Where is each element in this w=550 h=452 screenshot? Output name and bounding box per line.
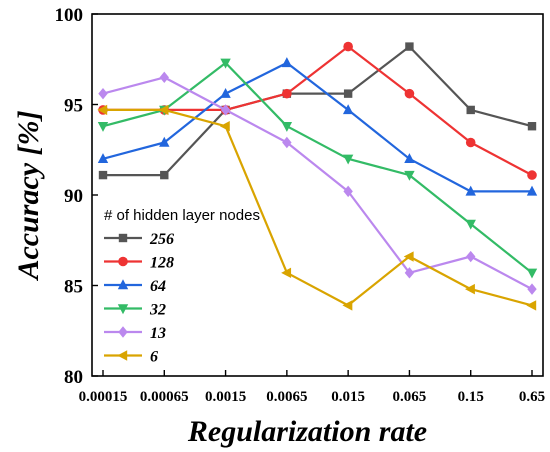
legend-label: 13	[150, 325, 166, 342]
series-line	[102, 61, 533, 274]
data-point	[466, 250, 476, 263]
data-point	[404, 267, 415, 279]
data-point	[465, 137, 476, 148]
legend-swatch-marker	[117, 304, 129, 315]
x-tick-label: 0.0065	[266, 389, 307, 405]
legend-title: # of hidden layer nodes	[104, 207, 260, 224]
series-6	[97, 104, 537, 311]
legend-swatch-marker	[118, 256, 128, 267]
data-point	[343, 41, 353, 52]
data-point	[159, 136, 170, 147]
data-point	[526, 300, 537, 311]
data-point	[466, 105, 475, 115]
data-point	[342, 154, 354, 165]
series-line	[102, 76, 533, 291]
data-point	[220, 58, 231, 69]
legend-label: 64	[150, 278, 166, 295]
y-tick-label: 100	[55, 5, 84, 26]
x-tick-label: 0.065	[393, 389, 427, 405]
data-point	[404, 88, 415, 99]
legend-item-128: 128	[104, 255, 174, 272]
data-point	[282, 88, 292, 99]
data-point	[282, 136, 292, 149]
data-point	[342, 104, 354, 115]
data-point	[342, 300, 353, 311]
series-line	[103, 45, 533, 177]
legend-swatch-marker	[117, 350, 128, 361]
y-tick-label: 90	[64, 186, 83, 207]
data-point	[97, 122, 109, 132]
data-point	[465, 283, 475, 295]
data-point	[404, 153, 415, 163]
legend: # of hidden layer nodes 256 128 64 32 13 6	[104, 207, 260, 366]
legend-label: 6	[150, 349, 158, 366]
legend-item-256: 256	[104, 231, 174, 248]
y-tick-label: 80	[64, 367, 83, 388]
series-layer	[97, 41, 538, 311]
x-axis-title: Regularization rate	[187, 415, 427, 448]
x-tick-label: 0.00065	[140, 389, 189, 405]
data-point	[220, 87, 231, 98]
data-point	[403, 251, 414, 262]
data-point	[526, 268, 538, 279]
data-point	[404, 170, 415, 181]
data-point	[465, 185, 476, 196]
data-point	[526, 185, 538, 196]
series-line	[102, 61, 532, 193]
data-point	[281, 267, 292, 279]
legend-swatch-marker	[117, 279, 129, 290]
x-tick-label: 0.65	[519, 389, 545, 405]
legend-swatch-marker	[118, 233, 128, 243]
legend-label: 32	[149, 302, 166, 319]
data-point	[527, 122, 537, 131]
series-32	[97, 58, 538, 279]
data-point	[220, 104, 231, 116]
x-tick-label: 0.15	[458, 389, 484, 405]
legend-swatch-marker	[118, 326, 128, 338]
data-point	[281, 57, 293, 68]
data-point	[343, 89, 353, 98]
legend-item-13: 13	[104, 325, 166, 342]
data-point	[158, 104, 169, 116]
y-tick-label: 95	[64, 96, 83, 117]
data-point	[98, 87, 108, 100]
x-tick-label: 0.015	[331, 389, 365, 405]
series-13	[98, 71, 537, 295]
series-128	[98, 41, 537, 180]
data-point	[97, 153, 109, 163]
series-line	[103, 108, 533, 307]
x-tick-label: 0.00015	[79, 389, 128, 405]
data-point	[97, 104, 108, 116]
x-tick-label: 0.0015	[205, 389, 246, 405]
data-point	[159, 71, 169, 84]
legend-label: 128	[150, 255, 174, 272]
data-point	[465, 219, 476, 230]
series-line	[103, 45, 533, 177]
data-point	[98, 170, 108, 180]
data-point	[160, 170, 169, 180]
data-point	[281, 122, 293, 132]
data-point	[405, 42, 414, 51]
data-point	[527, 283, 537, 295]
legend-item-6: 6	[104, 349, 158, 366]
legend-label: 256	[149, 231, 174, 248]
data-point	[527, 170, 537, 180]
y-tick-label: 85	[64, 277, 83, 298]
legend-item-32: 32	[104, 302, 166, 319]
y-axis-title: Accuracy [%]	[12, 110, 45, 281]
data-point	[343, 185, 353, 198]
legend-item-64: 64	[104, 278, 166, 295]
data-point	[219, 121, 230, 132]
series-64	[97, 57, 538, 196]
